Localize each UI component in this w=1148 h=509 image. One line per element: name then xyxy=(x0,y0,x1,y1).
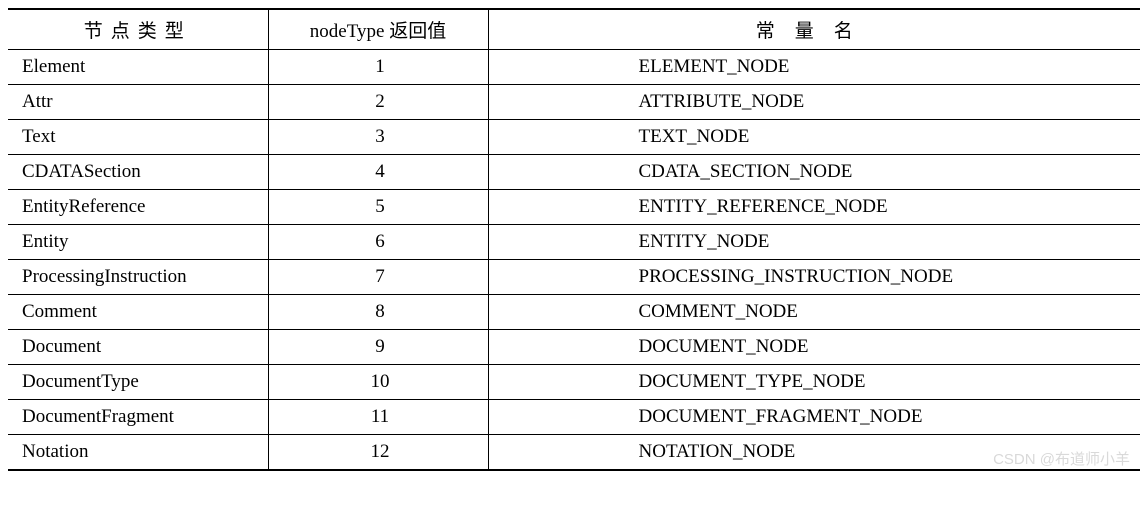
cell-value: 5 xyxy=(268,190,488,225)
cell-type: DocumentType xyxy=(8,365,268,400)
cell-constant: TEXT_NODE xyxy=(488,120,1140,155)
cell-constant: ATTRIBUTE_NODE xyxy=(488,85,1140,120)
col-header-type: 节点类型 xyxy=(8,9,268,50)
table-row: Document9DOCUMENT_NODE xyxy=(8,330,1140,365)
cell-type: Text xyxy=(8,120,268,155)
table-row: DocumentType10DOCUMENT_TYPE_NODE xyxy=(8,365,1140,400)
cell-constant: DOCUMENT_NODE xyxy=(488,330,1140,365)
table-row: EntityReference5ENTITY_REFERENCE_NODE xyxy=(8,190,1140,225)
cell-constant: ENTITY_REFERENCE_NODE xyxy=(488,190,1140,225)
cell-value: 8 xyxy=(268,295,488,330)
cell-value: 9 xyxy=(268,330,488,365)
table-row: Text3TEXT_NODE xyxy=(8,120,1140,155)
cell-type: Notation xyxy=(8,435,268,471)
cell-type: ProcessingInstruction xyxy=(8,260,268,295)
table-row: Element1ELEMENT_NODE xyxy=(8,50,1140,85)
cell-constant: DOCUMENT_TYPE_NODE xyxy=(488,365,1140,400)
table-row: Attr2ATTRIBUTE_NODE xyxy=(8,85,1140,120)
table-row: Entity6ENTITY_NODE xyxy=(8,225,1140,260)
cell-value: 3 xyxy=(268,120,488,155)
cell-type: DocumentFragment xyxy=(8,400,268,435)
cell-value: 4 xyxy=(268,155,488,190)
cell-value: 2 xyxy=(268,85,488,120)
table-body: Element1ELEMENT_NODEAttr2ATTRIBUTE_NODET… xyxy=(8,50,1140,471)
cell-type: CDATASection xyxy=(8,155,268,190)
node-type-table: 节点类型 nodeType 返回值 常量名 Element1ELEMENT_NO… xyxy=(8,8,1140,471)
cell-value: 11 xyxy=(268,400,488,435)
cell-type: Attr xyxy=(8,85,268,120)
cell-constant: ENTITY_NODE xyxy=(488,225,1140,260)
cell-value: 1 xyxy=(268,50,488,85)
cell-value: 10 xyxy=(268,365,488,400)
table-row: Notation12NOTATION_NODE xyxy=(8,435,1140,471)
cell-value: 6 xyxy=(268,225,488,260)
cell-type: Document xyxy=(8,330,268,365)
cell-type: Entity xyxy=(8,225,268,260)
cell-constant: CDATA_SECTION_NODE xyxy=(488,155,1140,190)
cell-type: EntityReference xyxy=(8,190,268,225)
col-header-value: nodeType 返回值 xyxy=(268,9,488,50)
cell-constant: PROCESSING_INSTRUCTION_NODE xyxy=(488,260,1140,295)
table-row: ProcessingInstruction7PROCESSING_INSTRUC… xyxy=(8,260,1140,295)
cell-type: Element xyxy=(8,50,268,85)
cell-constant: DOCUMENT_FRAGMENT_NODE xyxy=(488,400,1140,435)
cell-type: Comment xyxy=(8,295,268,330)
cell-constant: COMMENT_NODE xyxy=(488,295,1140,330)
col-header-constant: 常量名 xyxy=(488,9,1140,50)
cell-constant: NOTATION_NODE xyxy=(488,435,1140,471)
table-header-row: 节点类型 nodeType 返回值 常量名 xyxy=(8,9,1140,50)
table-row: DocumentFragment11DOCUMENT_FRAGMENT_NODE xyxy=(8,400,1140,435)
cell-constant: ELEMENT_NODE xyxy=(488,50,1140,85)
table-row: Comment8COMMENT_NODE xyxy=(8,295,1140,330)
cell-value: 12 xyxy=(268,435,488,471)
cell-value: 7 xyxy=(268,260,488,295)
table-row: CDATASection4CDATA_SECTION_NODE xyxy=(8,155,1140,190)
